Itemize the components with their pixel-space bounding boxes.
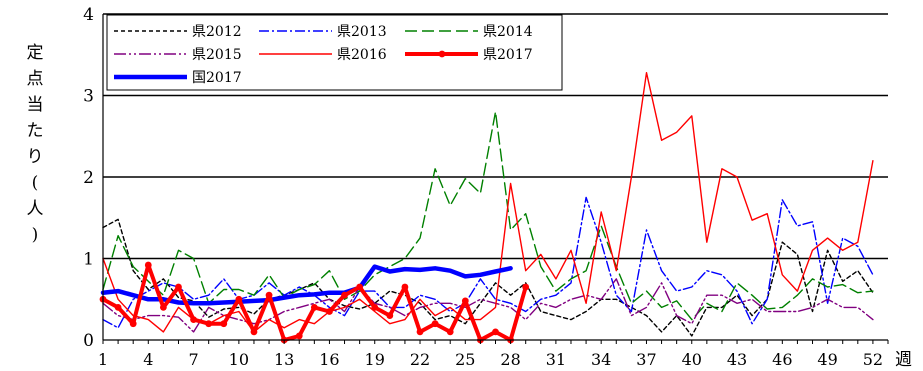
legend-label: 県2015 — [192, 47, 242, 63]
x-tick-label: 22 — [410, 350, 430, 369]
legend-label: 県2013 — [337, 24, 387, 40]
series-point-県2017 — [266, 292, 273, 299]
x-tick-label: 7 — [188, 350, 198, 369]
y-axis-label-char: 人 — [22, 196, 48, 222]
series-point-県2017 — [522, 284, 529, 291]
series-point-県2017 — [386, 312, 393, 319]
series-point-県2017 — [371, 304, 378, 311]
series-point-県2017 — [205, 320, 212, 327]
legend-label: 県2012 — [192, 24, 242, 40]
series-point-県2017 — [311, 304, 318, 311]
series-point-県2017 — [341, 292, 348, 299]
x-tick-label: 4 — [143, 350, 153, 369]
series-point-県2017 — [402, 284, 409, 291]
series-point-県2017 — [326, 308, 333, 315]
series-point-県2017 — [447, 328, 454, 335]
y-tick-label: 3 — [83, 87, 94, 107]
legend-label: 県2014 — [483, 24, 533, 40]
y-tick-label: 4 — [83, 5, 94, 25]
y-axis-label-char: た — [22, 118, 48, 144]
series-point-県2017 — [251, 328, 258, 335]
x-tick-label: 34 — [591, 350, 611, 369]
y-axis-label-char: 定 — [22, 40, 48, 66]
x-tick-label: 43 — [727, 350, 747, 369]
x-axis-label: 週 — [895, 350, 912, 370]
x-tick-label: 52 — [863, 350, 883, 369]
x-tick-label: 10 — [229, 350, 249, 369]
series-line-県2013 — [103, 197, 873, 327]
x-tick-label: 19 — [365, 350, 385, 369]
x-tick-label: 46 — [772, 350, 792, 369]
series-point-県2017 — [130, 320, 137, 327]
series-point-県2017 — [492, 328, 499, 335]
y-axis-label-char: 当 — [22, 92, 48, 118]
series-point-県2017 — [235, 296, 242, 303]
y-tick-label: 1 — [83, 250, 94, 270]
series-lines — [100, 73, 873, 344]
y-axis-label-char: ( — [22, 170, 48, 196]
legend: 県2012 県2013 県2014 県2015 県2016 県2017 国2017 — [107, 15, 562, 90]
y-tick-label: 0 — [83, 331, 94, 351]
series-point-県2017 — [356, 284, 363, 291]
y-axis-label-char: り — [22, 144, 48, 170]
y-axis-label: 定点当たり(人) — [22, 40, 48, 248]
series-point-県2017 — [145, 262, 152, 269]
series-point-県2017 — [220, 320, 227, 327]
x-tick-label: 49 — [817, 350, 837, 369]
y-tick-label: 2 — [83, 168, 94, 188]
series-point-県2017 — [190, 316, 197, 323]
x-tick-label: 40 — [682, 350, 702, 369]
x-tick-label: 16 — [319, 350, 339, 369]
legend-marker — [439, 51, 446, 58]
series-line-国2017 — [103, 267, 511, 304]
series-point-県2017 — [432, 320, 439, 327]
series-point-県2017 — [296, 333, 303, 340]
x-tick-label: 31 — [546, 350, 566, 369]
series-point-県2017 — [115, 304, 122, 311]
x-tick-label: 25 — [455, 350, 475, 369]
legend-label: 県2017 — [483, 47, 533, 63]
series-point-県2017 — [160, 304, 167, 311]
y-axis-label-char: ) — [22, 222, 48, 248]
series-point-県2017 — [175, 284, 182, 291]
series-point-県2017 — [417, 328, 424, 335]
y-axis-label-char: 点 — [22, 66, 48, 92]
x-tick-label: 13 — [274, 350, 294, 369]
series-point-県2017 — [462, 297, 469, 304]
legend-label: 国2017 — [192, 70, 242, 86]
x-tick-label: 37 — [636, 350, 656, 369]
x-tick-label: 1 — [98, 350, 108, 369]
x-tick-label: 28 — [500, 350, 520, 369]
legend-label: 県2016 — [337, 47, 387, 63]
